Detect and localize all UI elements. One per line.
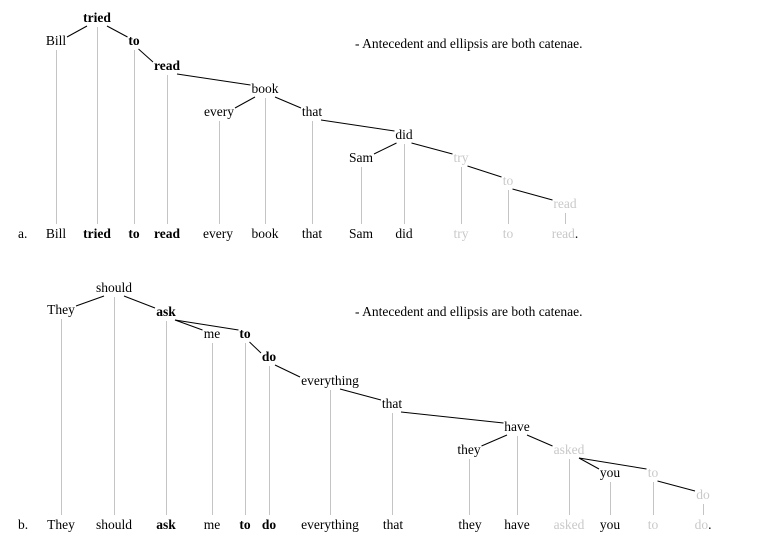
dependency-edge (66, 25, 88, 38)
tree-node-word: you (599, 465, 621, 480)
dependency-edge (400, 411, 504, 424)
sentence-word: they (458, 517, 482, 532)
sentence-word: that (382, 517, 404, 532)
dependency-edge (467, 165, 502, 178)
caption-a: - Antecedent and ellipsis are both caten… (355, 36, 583, 51)
row-label-a: a. (18, 226, 28, 241)
tree-node-word: to (239, 326, 251, 341)
sentence-word: should (95, 517, 133, 532)
dependency-edge (174, 319, 239, 331)
tree-node-word: read (154, 58, 180, 73)
tree-node-word: have (504, 419, 530, 434)
tree-node-word: everything (301, 373, 359, 388)
dependency-edge (234, 96, 256, 109)
tree-node-word: tried (83, 10, 111, 25)
sentence-word: have (504, 517, 530, 532)
sentence-word: Sam (348, 226, 374, 241)
tree-node-word: ask (156, 304, 176, 319)
tree-node-word: that (381, 396, 403, 411)
tree-node-word: They (47, 302, 75, 317)
tree-node-word: Bill (45, 33, 67, 48)
dependency-edge (526, 434, 553, 447)
sentence-word: to (502, 226, 514, 241)
sentence-word: Bill (45, 226, 67, 241)
sentence-period: . (708, 517, 712, 532)
dependency-edge (176, 73, 251, 86)
sentence-word: ask (156, 517, 176, 532)
tree-node-word: Sam (348, 150, 374, 165)
dependency-edge (274, 364, 301, 378)
dependency-edge (578, 457, 647, 470)
dependency-edge (174, 319, 203, 331)
dependency-edge (106, 25, 128, 38)
sentence-word: do (261, 517, 277, 532)
sentence-word: book (251, 226, 279, 241)
dependency-edge (578, 457, 600, 470)
tree-node-word: they (457, 442, 481, 457)
dependency-edge (411, 142, 453, 155)
sentence-word: read. (551, 226, 579, 241)
sentence-word: that (301, 226, 323, 241)
tree-node-word: book (251, 81, 279, 96)
tree-node-word: every (204, 104, 234, 119)
dependency-edge (274, 96, 302, 109)
sentence-word: They (47, 517, 75, 532)
sentence-word: to (647, 517, 659, 532)
tree-node-word: read (553, 196, 577, 211)
dependency-edge (339, 388, 382, 401)
sentence-word: you (599, 517, 621, 532)
tree-node-word: to (647, 465, 659, 480)
tree-node-word: did (395, 127, 413, 142)
dependency-edge (373, 142, 397, 155)
caption-b: - Antecedent and ellipsis are both caten… (355, 304, 583, 319)
sentence-word: asked (553, 517, 585, 532)
tree-node-word: do (261, 349, 277, 364)
sentence-word: every (203, 226, 233, 241)
tree-node-word: me (203, 326, 221, 341)
dependency-edge (320, 119, 395, 132)
dependency-edge (75, 295, 105, 307)
tree-node-word: try (453, 150, 469, 165)
dependency-edge (138, 48, 154, 63)
tree-node-word: asked (553, 442, 585, 457)
tree-node-word: do (696, 487, 710, 502)
tree-node-word: to (128, 33, 140, 48)
sentence-word: did (395, 226, 413, 241)
sentence-word: do. (694, 517, 712, 532)
sentence-word: everything (301, 517, 359, 532)
sentence-period: . (574, 226, 579, 241)
row-label-b: b. (18, 517, 29, 532)
tree-node-word: that (301, 104, 323, 119)
sentence-word: try (453, 226, 469, 241)
dependency-edge (123, 295, 156, 309)
sentence-word: me (203, 517, 221, 532)
dependency-edge (481, 434, 508, 447)
dependency-edge (512, 188, 553, 201)
sentence-word: to (128, 226, 140, 241)
tree-node-word: should (95, 280, 133, 295)
sentence-word: to (239, 517, 251, 532)
dependency-edge (249, 341, 262, 354)
dependency-edge (657, 480, 696, 492)
tree-node-word: to (502, 173, 514, 188)
sentence-word: read (154, 226, 180, 241)
sentence-word: tried (83, 226, 111, 241)
